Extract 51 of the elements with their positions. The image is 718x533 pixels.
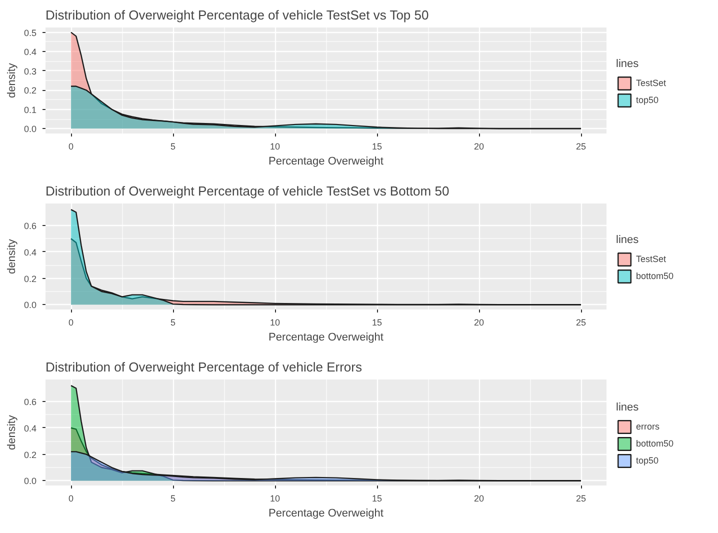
x-tick-label: 15	[372, 494, 382, 504]
y-tick-label: 0.6	[24, 396, 37, 407]
y-tick-label: 0.0	[24, 124, 37, 134]
x-tick-label: 15	[372, 318, 382, 328]
x-tick-label: 10	[270, 142, 280, 152]
chart-title: Distribution of Overweight Percentage of vehicle Errors	[46, 360, 362, 374]
y-tick-label: 0.6	[24, 220, 37, 231]
y-tick-label: 0.0	[24, 300, 37, 310]
y-tick-label: 0.2	[24, 86, 37, 96]
y-tick-label: 0.4	[24, 247, 37, 258]
x-tick-label: 25	[576, 318, 586, 328]
y-tick-label: 0.2	[24, 274, 37, 284]
legend-title: lines	[616, 58, 640, 70]
x-tick-label: 0	[68, 494, 74, 504]
y-tick-label: 0.4	[24, 423, 37, 434]
x-tick-label: 20	[474, 142, 484, 152]
chart-title: Distribution of Overweight Percentage of vehicle TestSet vs Bottom 50	[46, 184, 450, 198]
y-tick-label: 0.0	[24, 476, 37, 486]
x-axis-title: Percentage Overweight	[268, 332, 384, 344]
x-axis-title: Percentage Overweight	[268, 508, 384, 520]
y-axis-title: density	[6, 238, 18, 274]
legend-label: top50	[636, 95, 659, 105]
text: bottom50	[636, 271, 674, 281]
y-tick-label: 0.3	[24, 66, 37, 76]
y-tick-label: 0.5	[24, 28, 37, 38]
legend-label: errors	[636, 422, 660, 432]
legend-label: TestSet	[636, 78, 666, 88]
chart-title: Distribution of Overweight Percentage of vehicle TestSet vs Top 50	[46, 8, 429, 22]
x-tick-label: 25	[576, 494, 586, 504]
text: TestSet	[636, 254, 666, 264]
x-tick-label: 10	[270, 494, 280, 504]
x-tick-label: 5	[170, 494, 176, 504]
x-tick-label: 5	[170, 142, 176, 152]
legend-title: lines	[616, 402, 640, 414]
y-tick-label: 0.4	[24, 47, 37, 58]
x-tick-label: 15	[372, 142, 382, 152]
x-tick-label: 0	[68, 142, 74, 152]
y-tick-label: 0.1	[24, 104, 37, 115]
x-tick-label: 5	[170, 318, 176, 328]
legend-title: lines	[616, 234, 640, 246]
legend-label: bottom50	[636, 438, 674, 448]
x-tick-label: 0	[68, 318, 74, 328]
x-tick-label: 20	[474, 318, 484, 328]
y-axis-title: density	[6, 62, 18, 98]
x-tick-label: 10	[270, 318, 280, 328]
y-axis-title: density	[6, 414, 18, 450]
x-tick-label: 20	[474, 494, 484, 504]
x-axis-title: Percentage Overweight	[268, 156, 384, 168]
legend-label: top50	[636, 456, 659, 466]
y-tick-label: 0.2	[24, 450, 37, 460]
x-tick-label: 25	[576, 142, 586, 152]
